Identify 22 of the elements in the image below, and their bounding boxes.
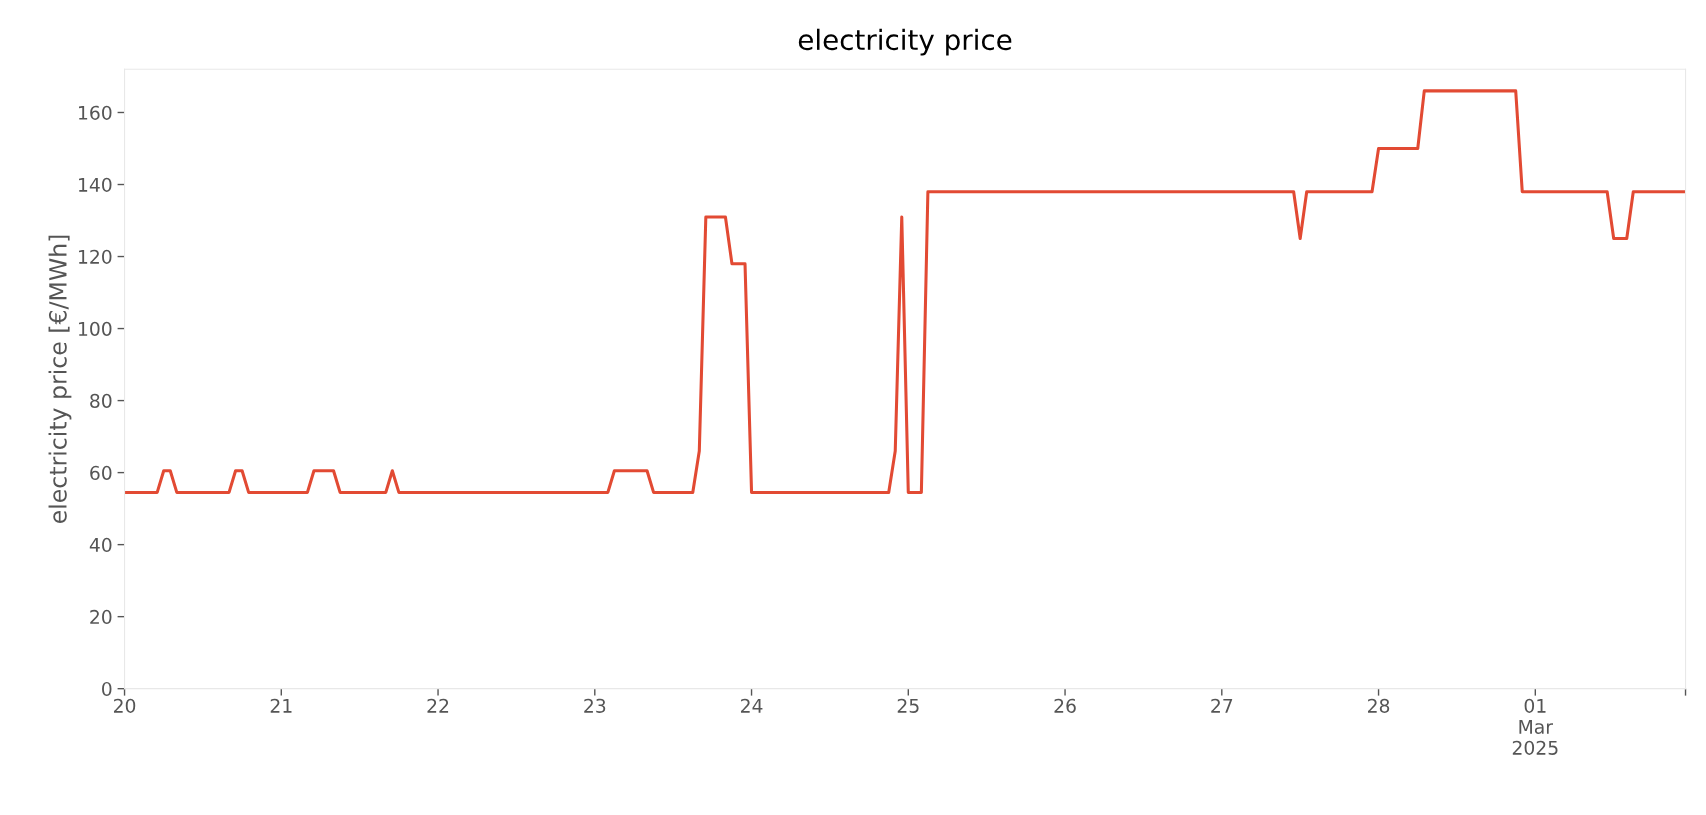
line-series xyxy=(124,89,1686,494)
y-tick-label: 80 xyxy=(90,393,112,408)
x-tick-label: 23 xyxy=(584,698,606,713)
x-tick-label: 26 xyxy=(1054,698,1076,713)
y-tick-label: 20 xyxy=(90,609,112,625)
y-tick-label: 100 xyxy=(79,321,112,336)
chart-title: electricity price xyxy=(798,28,1012,56)
x-tick-label: 01 Mar 2025 xyxy=(1512,698,1558,755)
x-tick-label: 22 xyxy=(427,698,449,713)
y-axis-title: electricity price [€/MWh] xyxy=(48,235,72,524)
x-tick-label: 25 xyxy=(897,698,919,713)
y-tick-label: 120 xyxy=(79,249,112,264)
y-tick-label: 40 xyxy=(89,537,112,553)
x-tick-label: 27 xyxy=(1211,698,1233,713)
x-tick-label: 20 xyxy=(113,698,136,713)
x-tick-label: 28 xyxy=(1368,698,1390,713)
y-tick-label: 140 xyxy=(79,177,112,192)
y-tick-label: 160 xyxy=(79,105,112,120)
y-tick-label: 0 xyxy=(102,681,112,697)
y-tick-label: 60 xyxy=(90,465,112,480)
x-tick-label: 24 xyxy=(740,698,763,713)
x-tick-label: 21 xyxy=(270,698,292,713)
